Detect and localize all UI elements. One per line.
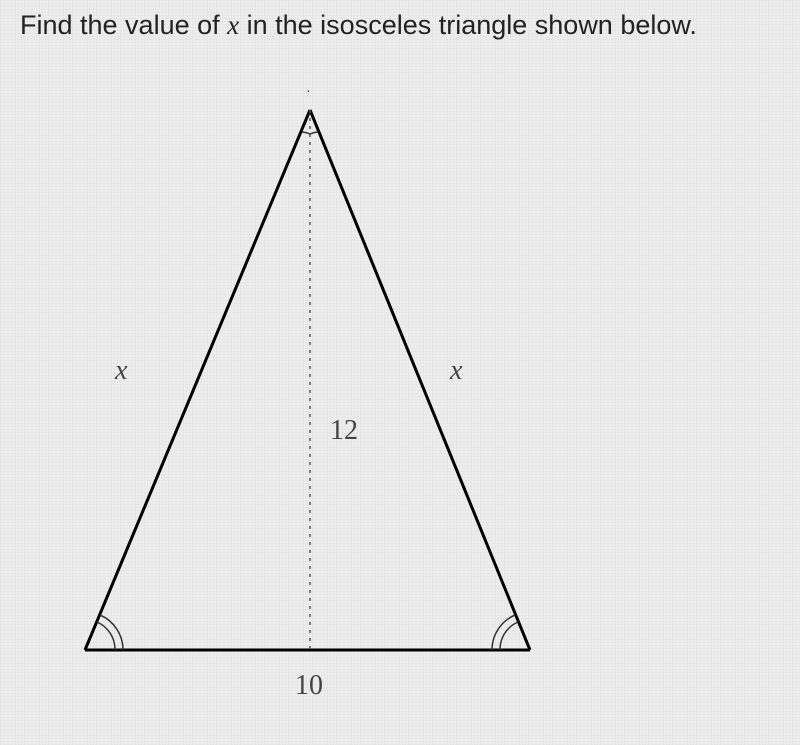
label-right-side: x [450,355,462,387]
question-prefix: Find the value of [20,10,227,40]
right-side [310,110,530,650]
apex-marker: · [306,85,311,101]
question-prompt: Find the value of x in the isosceles tri… [20,10,697,41]
question-suffix: in the isosceles triangle shown below. [239,10,697,40]
label-altitude: 12 [330,415,358,447]
base-left-angle-arc1 [97,622,115,650]
label-base: 10 [295,670,323,702]
label-left-side: x [115,355,127,387]
base-right-angle-arc2 [492,615,515,650]
question-variable: x [227,10,239,40]
base-right-angle-arc1 [500,622,518,650]
apex-angle-arc-left [302,132,310,134]
base-left-angle-arc2 [100,615,123,650]
triangle-diagram: · x x 12 10 [30,80,590,720]
triangle-svg [30,80,590,720]
apex-angle-arc-right [310,132,318,134]
